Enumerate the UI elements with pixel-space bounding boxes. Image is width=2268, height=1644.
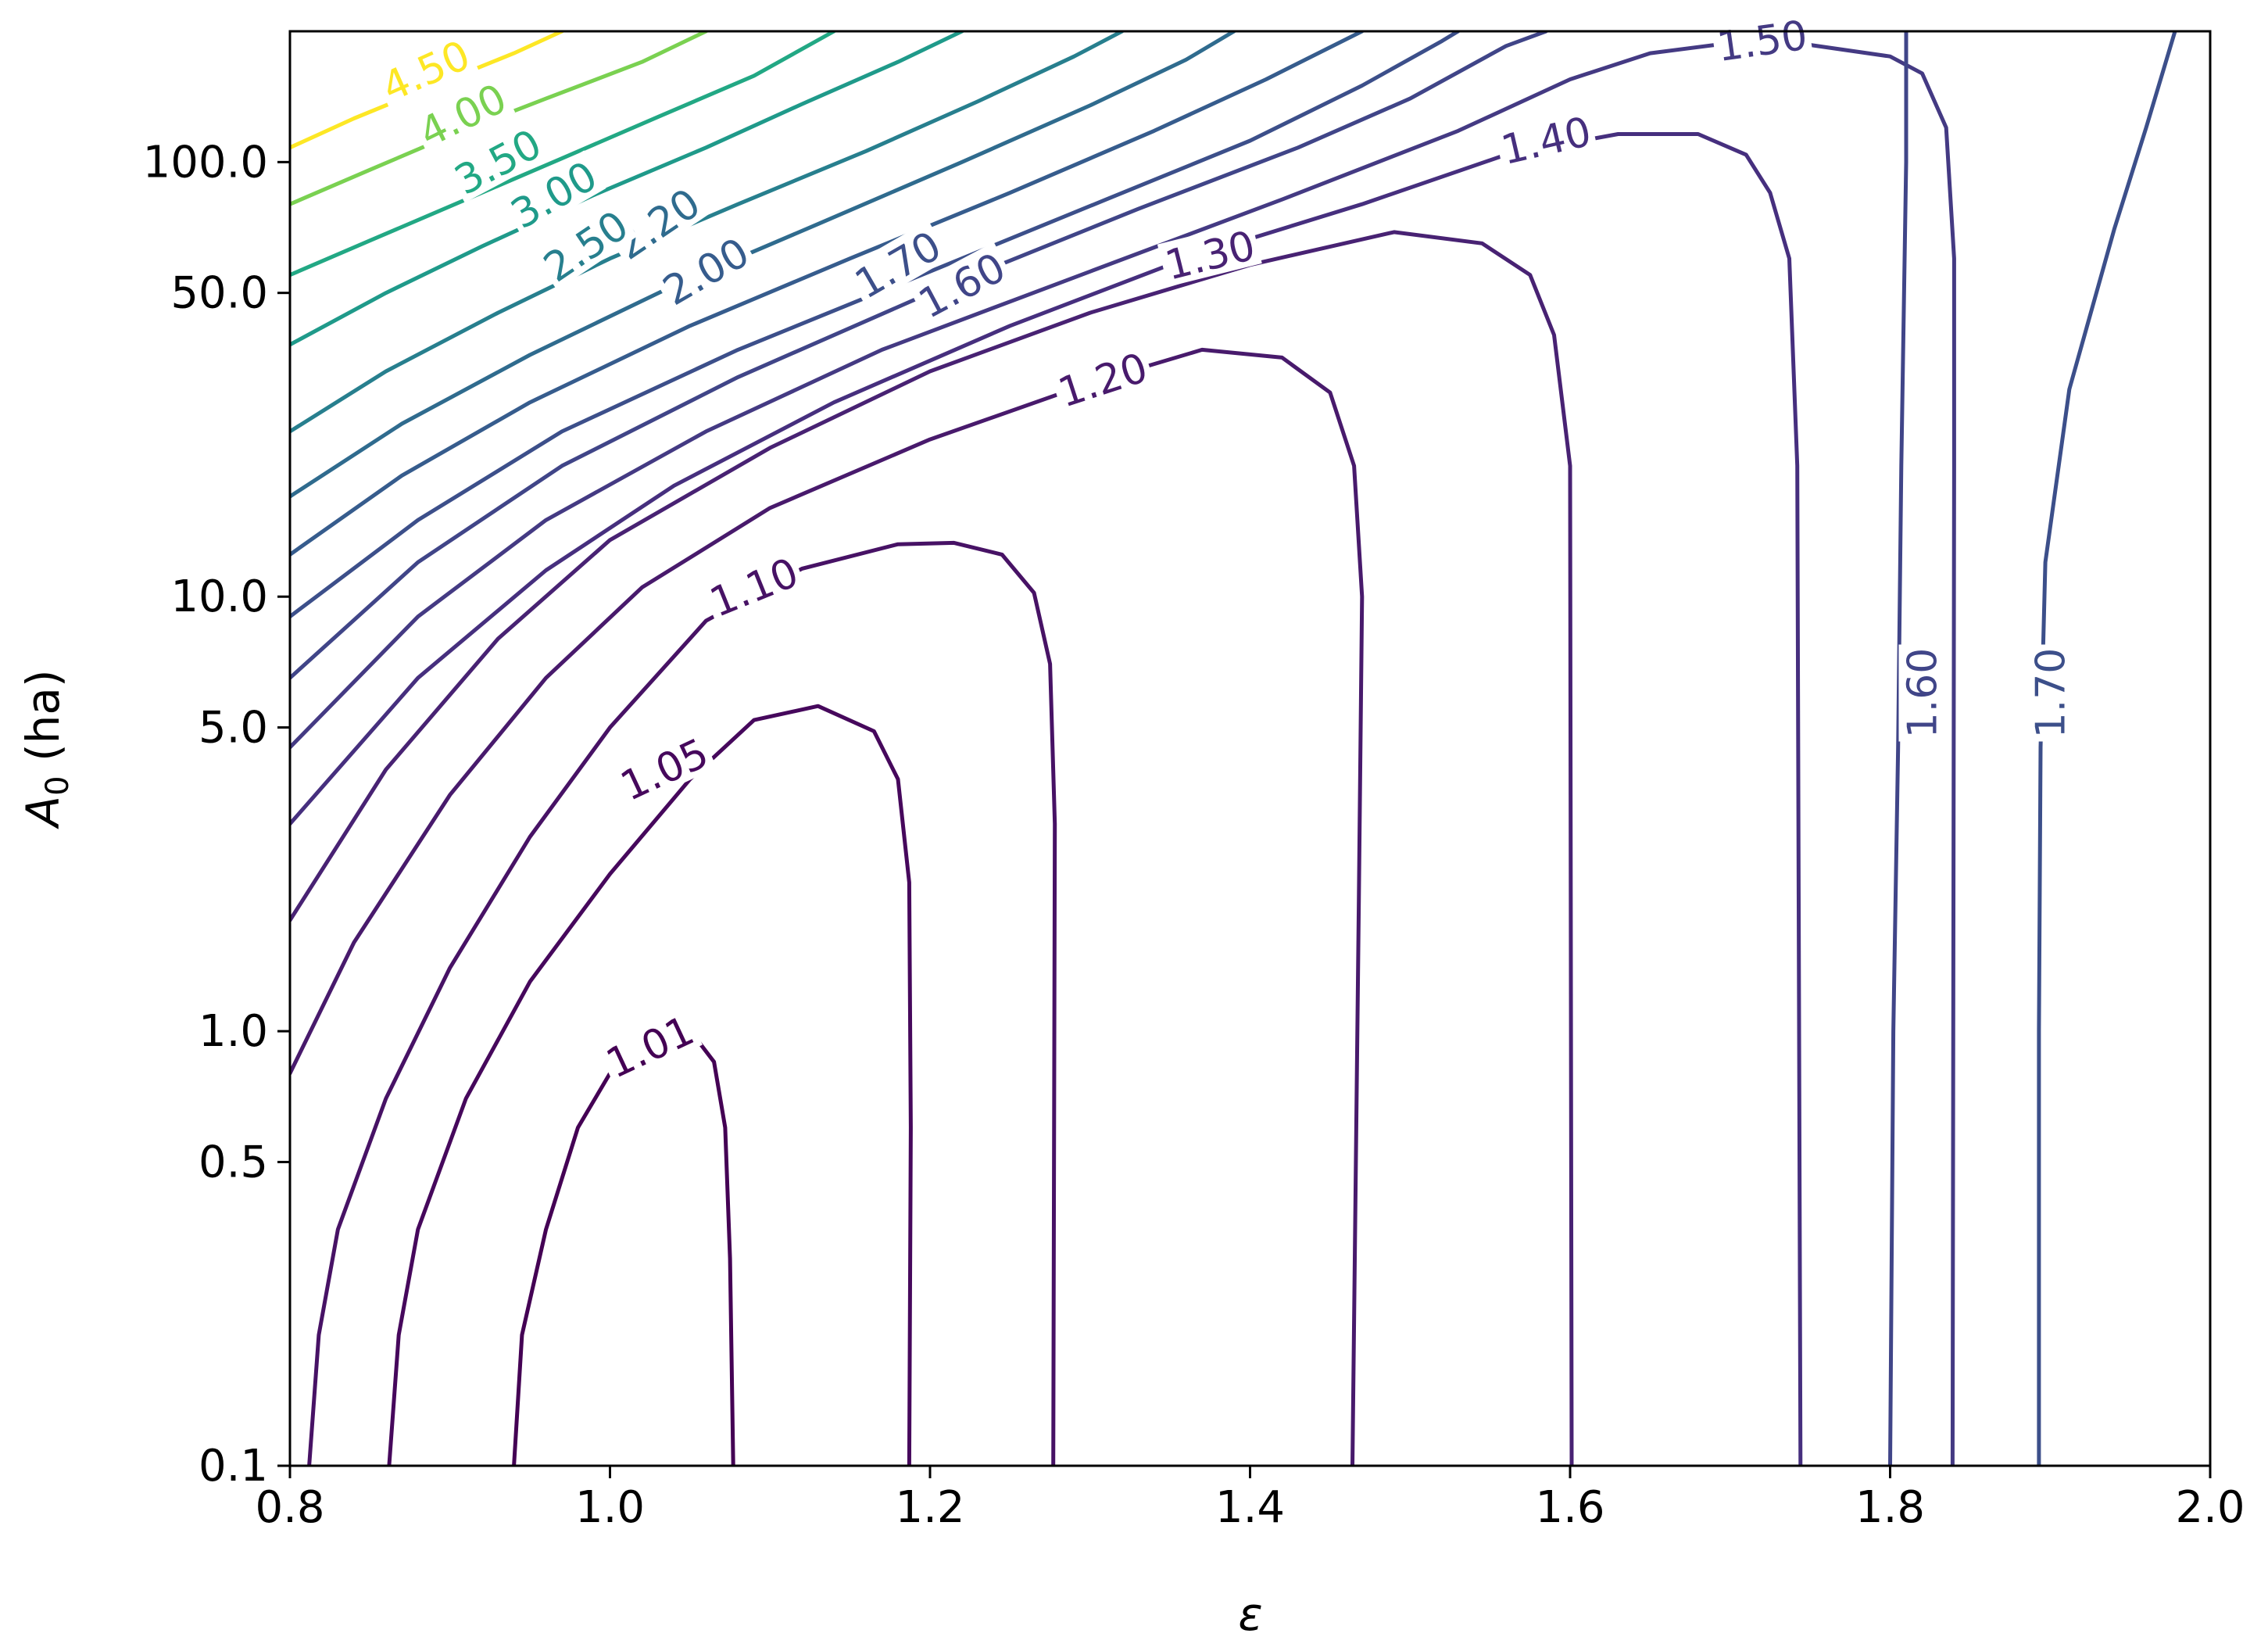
y-tick-label: 5.0 [199, 703, 268, 754]
contour-label-background [1157, 220, 1262, 287]
x-tick-label: 2.0 [2175, 1482, 2245, 1533]
contour-label: 1.60 [1900, 648, 1947, 739]
x-tick-label: 1.8 [1855, 1482, 1925, 1533]
contour-line-1-05 [387, 704, 913, 1466]
x-tick-label: 0.8 [255, 1482, 324, 1533]
y-tick-label: 100.0 [143, 137, 268, 188]
y-axis-label-main: A [16, 796, 70, 830]
contour-line-3-00 [290, 31, 964, 347]
contour-label-background [596, 1005, 703, 1086]
contour-line-1-50 [290, 38, 1956, 1466]
y-axis-ticks: 0.1 0.5 1.0 5.0 10.0 50.0 100.0 [143, 137, 290, 1492]
contour-line-1-40 [290, 132, 1803, 1466]
contour-label-background [844, 220, 950, 307]
contour-label-background [500, 150, 606, 237]
contour-line-1-70 [2037, 31, 2177, 1466]
contour-label-group: 1.50 [1711, 11, 1813, 71]
contour-label-background [908, 242, 1014, 327]
contour-label-group: 1.60 [1898, 644, 1947, 742]
contour-label-background [610, 728, 717, 809]
contour-line-1-30 [290, 230, 1574, 1466]
y-tick-label: 0.1 [199, 1441, 268, 1492]
contour-label-background [532, 199, 638, 291]
contour-line-2-50 [290, 31, 1125, 434]
x-tick-label: 1.4 [1215, 1482, 1285, 1533]
x-axis-label: ε [1238, 1588, 1262, 1641]
contour-line-1-60 [1888, 31, 1908, 1466]
contour-label-background [1711, 11, 1813, 68]
y-tick-label: 50.0 [170, 268, 268, 319]
x-tick-label: 1.2 [895, 1482, 964, 1533]
contour-line-1-60 [290, 31, 1548, 680]
contour-line-2-20 [290, 31, 1236, 499]
contour-label-background [444, 118, 551, 203]
y-axis-label: A0 (ha) [16, 669, 76, 829]
x-tick-label: 1.0 [575, 1482, 645, 1533]
y-tick-label: 0.5 [199, 1137, 268, 1187]
contour-label-background [372, 30, 479, 109]
y-tick-label: 10.0 [170, 571, 268, 622]
contour-line-3-50 [290, 31, 836, 278]
x-tick-label: 1.6 [1535, 1482, 1604, 1533]
contour-label-group: 1.40 [1494, 106, 1598, 174]
contour-label-background [1898, 644, 1943, 742]
y-tick-label: 1.0 [199, 1006, 268, 1057]
contour-label-background [700, 547, 807, 625]
contour-line-2-00 [290, 31, 1365, 557]
contour-label-background [604, 177, 710, 268]
y-axis-label-sub: 0 [40, 775, 76, 795]
contour-label-background [1049, 342, 1156, 415]
contour-label-background [2027, 644, 2071, 742]
contour-label-background [652, 227, 759, 313]
x-axis-ticks: 0.8 1.0 1.2 1.4 1.6 1.8 2.0 [255, 1466, 2245, 1533]
contour-label-background [1494, 106, 1598, 172]
contour-label: 1.70 [2027, 648, 2074, 739]
contour-label-group: 1.70 [2027, 644, 2074, 742]
y-axis-label-rest: (ha) [16, 669, 70, 775]
contour-line-1-70 [290, 31, 1461, 619]
contour-label-background [409, 73, 516, 156]
contour-lines [290, 31, 2177, 1466]
